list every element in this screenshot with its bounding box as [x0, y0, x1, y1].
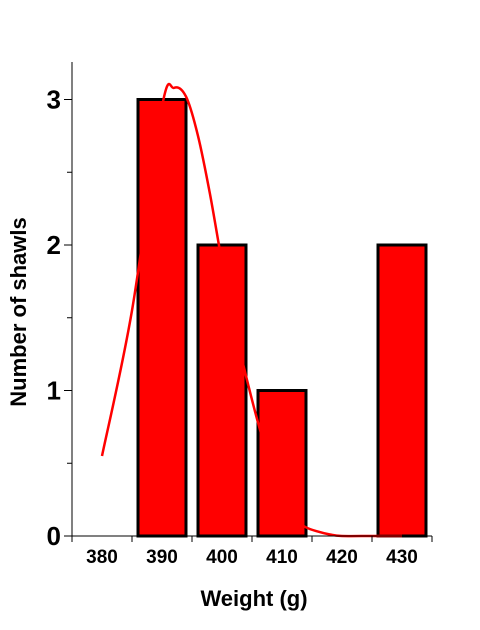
y-tick-label-0: 0 [47, 521, 61, 551]
axes: 0 1 2 3 380 390 400 410 420 430 [47, 62, 433, 568]
bar-390 [136, 98, 188, 538]
x-tick-label-410: 410 [266, 547, 298, 568]
fitted-distribution-curve [100, 82, 402, 538]
bar-430 [376, 243, 428, 538]
plot-area [136, 98, 428, 538]
y-tick-label-1: 1 [47, 376, 61, 406]
y-axis-title: Number of shawls [6, 217, 31, 406]
bar-400 [196, 243, 248, 538]
x-tick-label-430: 430 [386, 547, 418, 568]
x-tick-label-390: 390 [146, 547, 178, 568]
y-tick-label-3: 3 [47, 85, 61, 115]
y-tick-label-2: 2 [47, 230, 61, 260]
x-tick-label-420: 420 [326, 547, 358, 568]
x-tick-label-400: 400 [206, 547, 238, 568]
bar-410 [256, 389, 308, 538]
x-tick-label-380: 380 [86, 547, 118, 568]
x-axis-title: Weight (g) [200, 586, 307, 611]
